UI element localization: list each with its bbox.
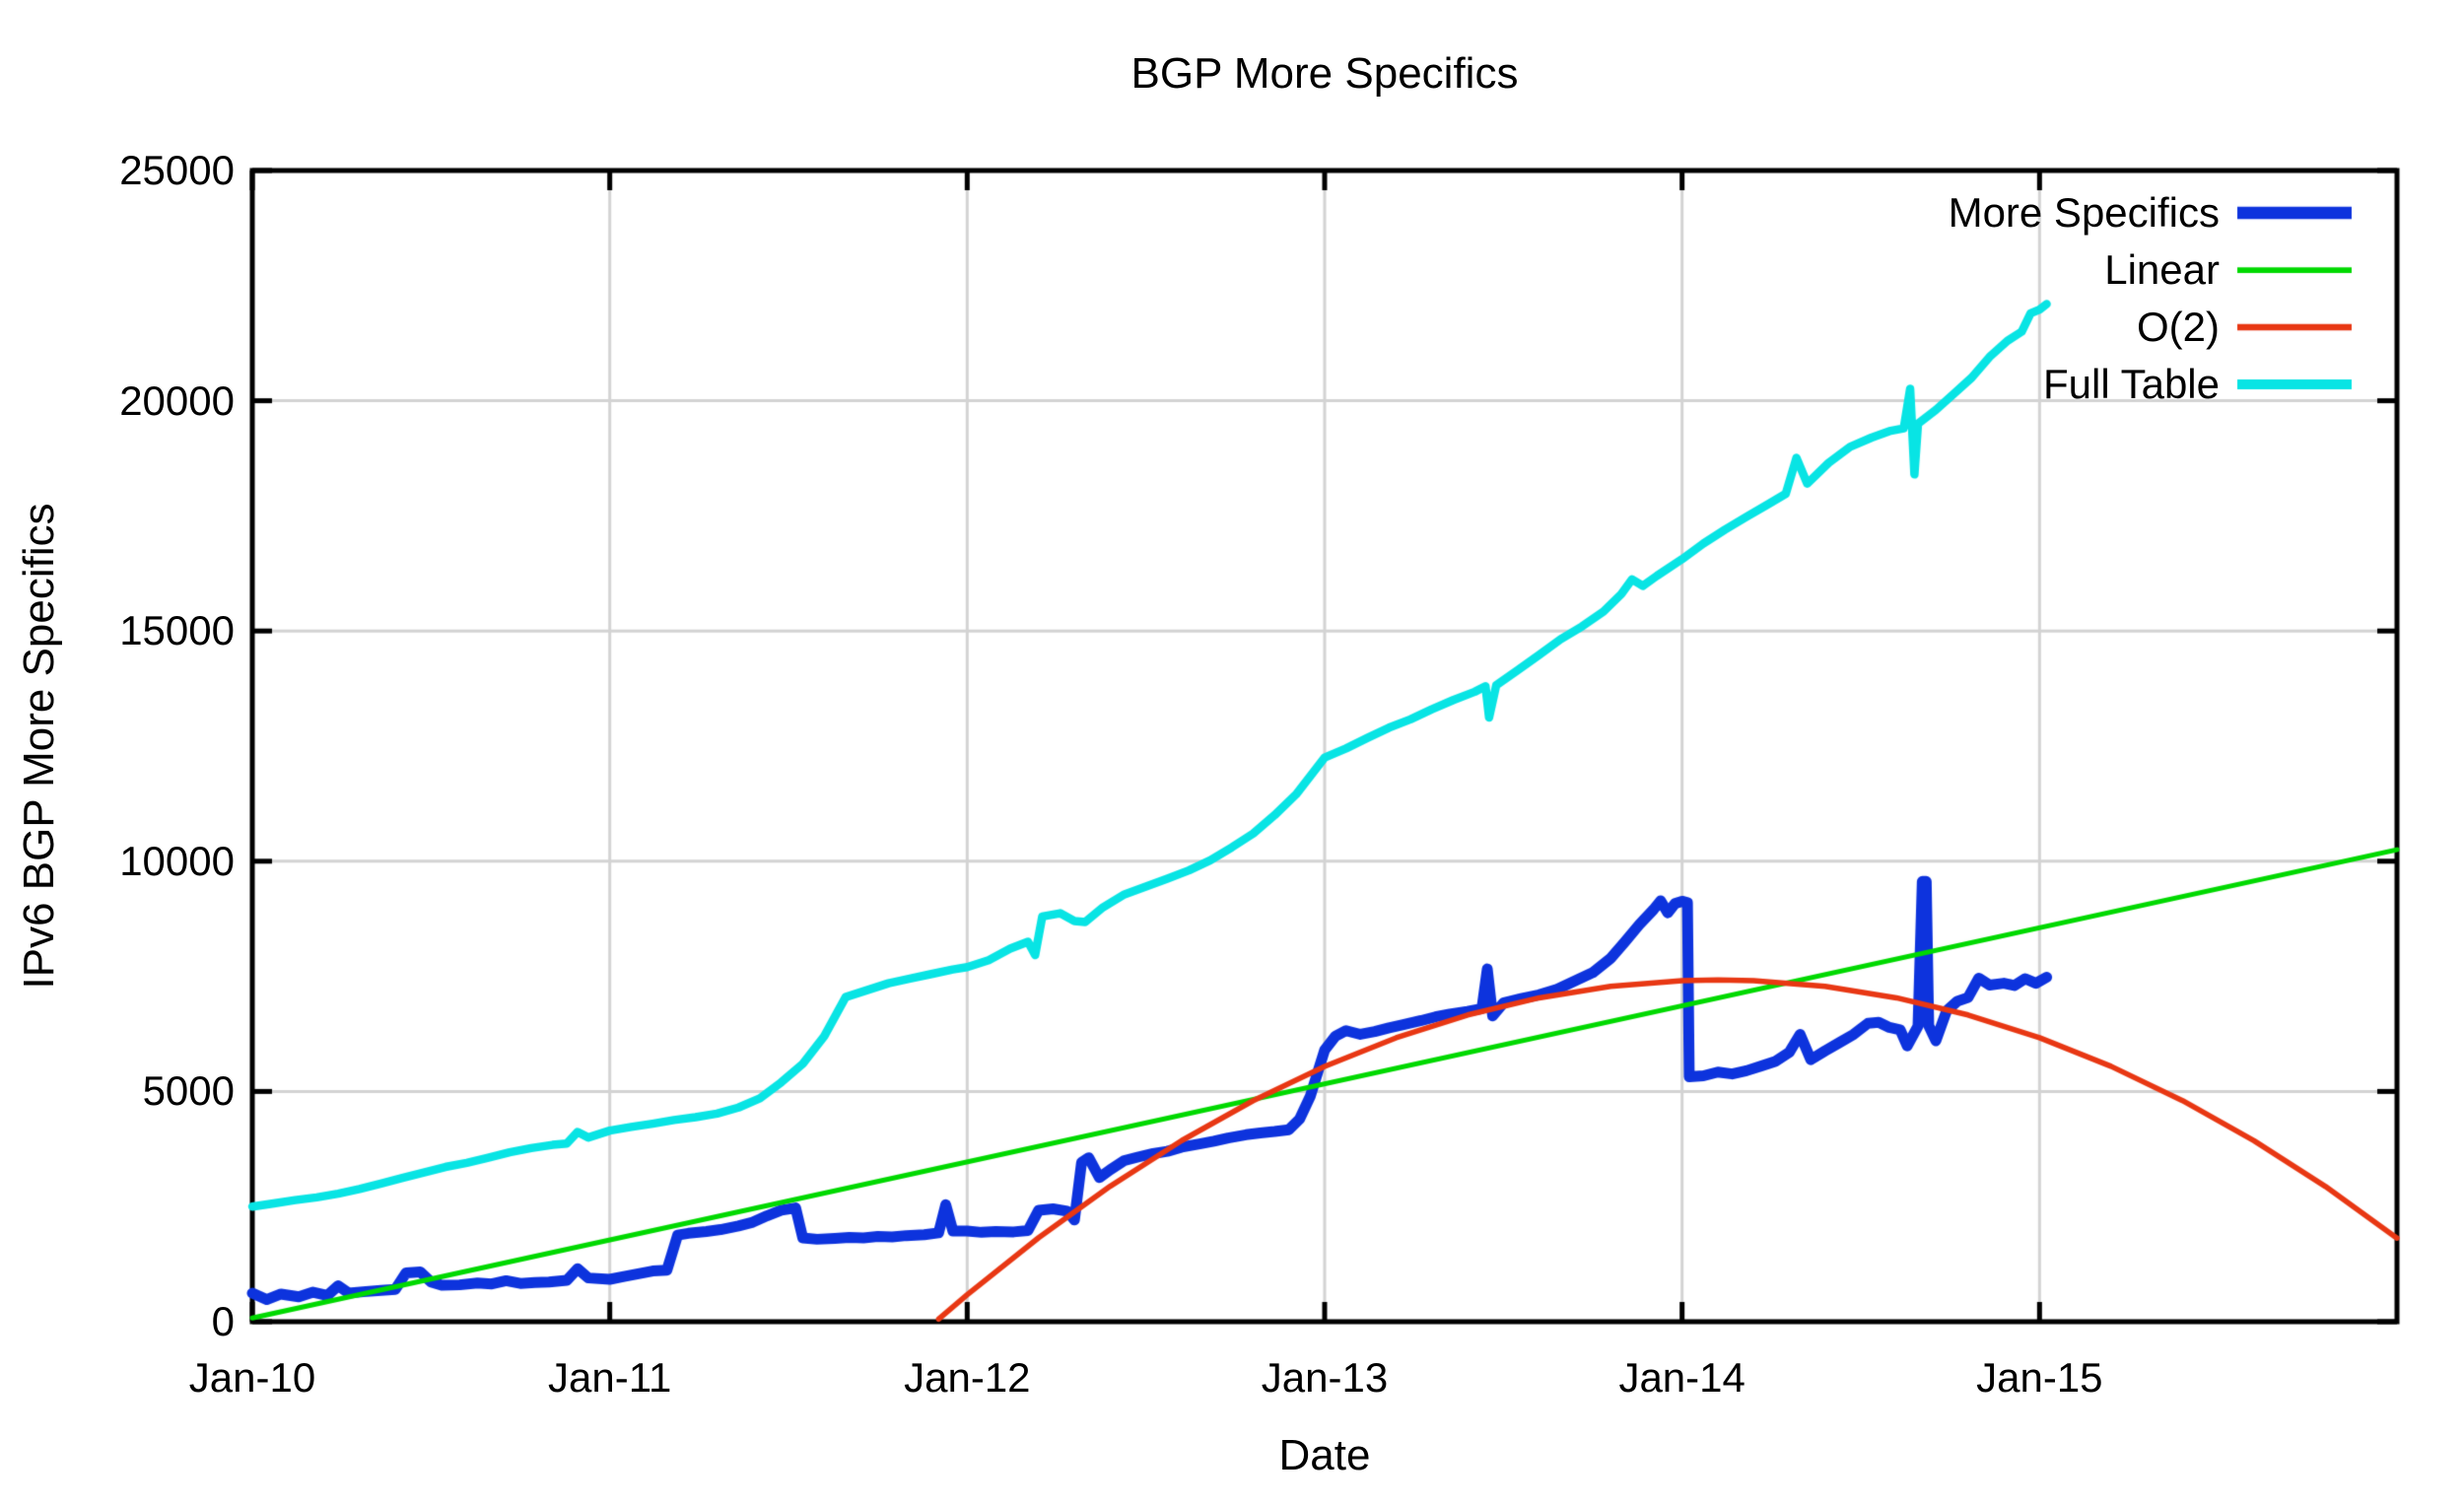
x-tick-label-jan-10: Jan-10: [188, 1354, 316, 1401]
y-tick-label-15000: 15000: [119, 607, 235, 654]
x-tick-label-jan-14: Jan-14: [1618, 1354, 1745, 1401]
x-tick-label-jan-13: Jan-13: [1261, 1354, 1389, 1401]
legend-label-full-table: Full Table: [2043, 361, 2220, 407]
x-axis-label: Date: [1278, 1431, 1371, 1479]
y-tick-label-5000: 5000: [142, 1067, 235, 1115]
legend-label-o-2-: O(2): [2137, 304, 2220, 350]
legend-label-linear: Linear: [2104, 246, 2220, 293]
legend-label-more-specifics: More Specifics: [1948, 189, 2220, 236]
chart-title: BGP More Specifics: [1130, 49, 1519, 98]
x-tick-label-jan-15: Jan-15: [1976, 1354, 2103, 1401]
x-tick-label-jan-12: Jan-12: [904, 1354, 1031, 1401]
y-tick-label-25000: 25000: [119, 147, 235, 193]
y-tick-label-10000: 10000: [119, 837, 235, 884]
y-axis-label: IPv6 BGP More Specifics: [15, 503, 63, 990]
y-tick-label-0: 0: [211, 1298, 235, 1344]
y-tick-label-20000: 20000: [119, 376, 235, 424]
x-tick-label-jan-11: Jan-11: [548, 1354, 672, 1401]
